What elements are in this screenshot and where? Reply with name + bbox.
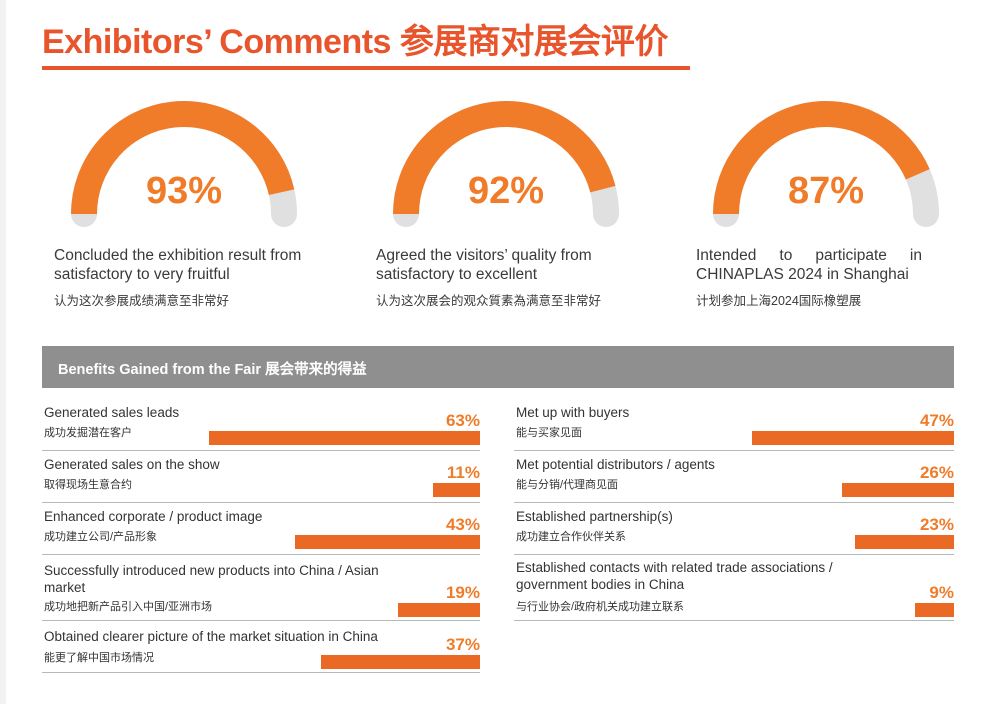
benefit-bar [209,431,480,445]
benefit-row: Established contacts with related trade … [514,556,954,621]
benefit-percentage: 47% [919,411,954,430]
benefit-label-en: Established partnership(s) [516,509,673,524]
benefit-percentage: 43% [445,515,480,534]
benefit-bar [855,535,954,549]
gauge-fill [71,101,295,215]
benefit-label-en: Generated sales leads [44,405,180,420]
stat-description-en: Agreed the visitors’ quality from satisf… [376,247,592,283]
gauge-chart [71,101,297,227]
stat-description-zh: 认为这次展会的观众質素為满意至非常好 [376,294,602,308]
page-title: Exhibitors’ Comments 参展商对展会评价 [42,23,668,61]
gauge-chart [713,101,939,227]
page-edge-shadow [0,0,6,704]
gauge: 87% [696,100,956,230]
benefit-percentage: 23% [919,515,954,534]
gauge: 92% [376,100,636,230]
benefit-bar [295,535,480,549]
stat-description-zh: 计划参加上海2024国际橡塑展 [696,294,862,308]
benefit-label-en: Established contacts with related trade … [516,560,833,592]
benefit-label-zh: 成功地把新产品引入中国/亚洲市场 [44,601,213,613]
benefit-percentage: 26% [919,463,954,482]
benefit-label-en: Generated sales on the show [44,457,220,472]
gauge-chart [393,101,619,227]
benefit-row: Generated sales on the show 取得现场生意合约 11% [42,452,480,503]
stat-percentage: 87% [787,170,865,212]
benefit-bar [751,431,954,445]
benefit-row: Generated sales leads 成功发掘潜在客户 63% [42,400,480,451]
benefit-label-zh: 成功建立公司/产品形象 [44,531,158,543]
benefit-row: Successfully introduced new products int… [42,556,480,621]
gauge-fill [713,101,930,215]
benefit-row: Established partnership(s) 成功建立合作伙伴关系 23… [514,504,954,555]
benefit-row: Enhanced corporate / product image 成功建立公… [42,504,480,555]
benefit-label-en: Obtained clearer picture of the market s… [44,629,378,644]
benefit-row: Obtained clearer picture of the market s… [42,622,480,673]
benefit-bar [432,483,480,497]
benefit-bar [320,655,480,669]
stat-description-en: Intended to participate in CHINAPLAS 202… [696,247,922,283]
title-underline [42,66,690,70]
benefit-label-zh: 取得现场生意合约 [44,479,132,491]
stat-description-en: Concluded the exhibition result from sat… [54,247,302,283]
benefit-label-en: Enhanced corporate / product image [44,509,263,524]
benefit-bar [842,483,954,497]
gauge-fill [393,101,616,215]
benefit-percentage: 63% [445,411,480,430]
benefit-row: Met up with buyers 能与买家见面 47% [514,400,954,451]
stat-percentage: 93% [145,170,223,212]
benefit-label-zh: 成功发掘潜在客户 [44,427,132,439]
benefit-percentage: 37% [445,635,480,654]
benefit-percentage: 11% [446,463,480,482]
benefits-heading: Benefits Gained from the Fair 展会带来的得益 [58,362,367,378]
benefit-percentage: 9% [929,583,954,602]
stat-percentage: 92% [467,170,545,212]
benefit-bar [915,603,954,617]
benefit-label-zh: 成功建立合作伙伴关系 [516,531,626,543]
benefits-banner: Benefits Gained from the Fair 展会带来的得益 [42,346,954,388]
benefit-label-en: Met potential distributors / agents [516,457,715,472]
benefit-label-zh: 能更了解中国市场情况 [44,652,154,664]
benefit-label-en: Met up with buyers [516,405,630,420]
benefit-label-zh: 能与分销/代理商见面 [516,479,619,491]
gauge: 93% [54,100,314,230]
stat-description-zh: 认为这次参展成绩满意至非常好 [54,294,230,308]
benefit-label-zh: 能与买家见面 [516,427,582,439]
benefit-bar [398,603,480,617]
benefit-row: Met potential distributors / agents 能与分销… [514,452,954,503]
benefit-label-zh: 与行业协会/政府机关成功建立联系 [516,601,685,613]
benefit-percentage: 19% [445,583,480,602]
benefit-label-en: Successfully introduced new products int… [44,563,379,595]
